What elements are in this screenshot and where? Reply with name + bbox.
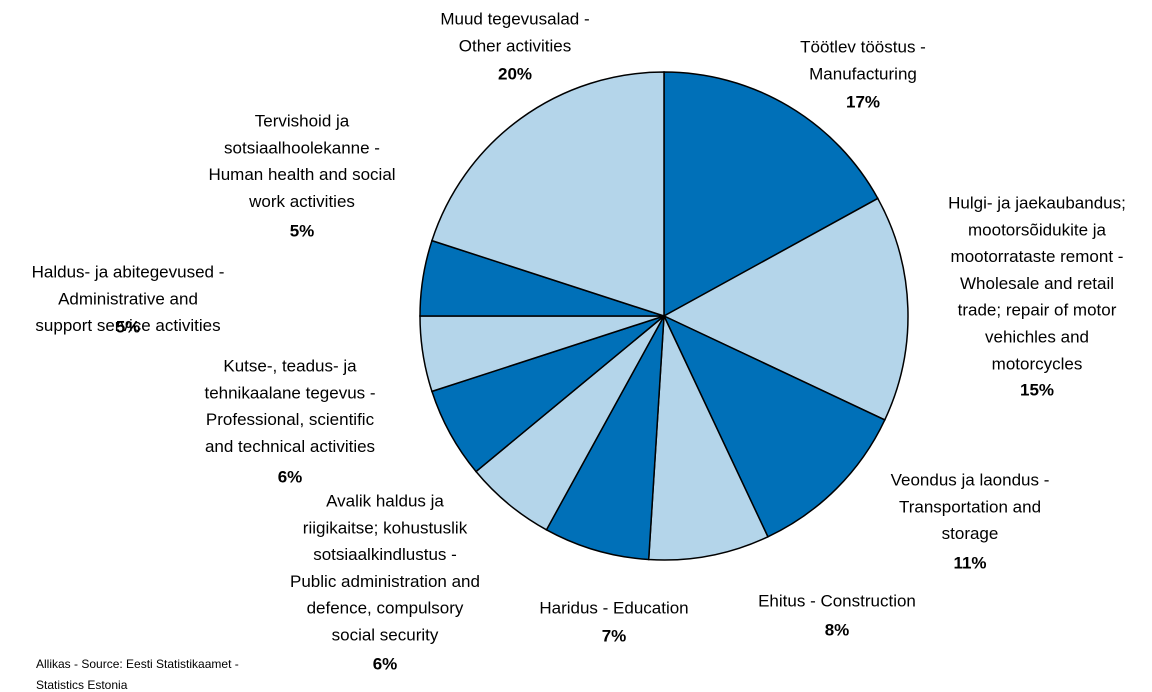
value-label: 6% xyxy=(278,467,303,486)
slice-label: defence, compulsory xyxy=(307,599,464,618)
slice-label: Haldus- ja abitegevused - xyxy=(32,262,225,281)
value-label: 17% xyxy=(846,92,880,111)
slice-label: tehnikaalane tegevus - xyxy=(204,383,375,402)
slice-label: Hulgi- ja jaekaubandus; xyxy=(948,193,1126,212)
pie-slice xyxy=(663,71,879,318)
pie-slice xyxy=(647,315,769,561)
slice-label: vehichles and xyxy=(985,327,1089,346)
slice-label: trade; repair of motor xyxy=(958,301,1117,320)
slice-label: Tervishoid ja xyxy=(255,111,350,130)
value-label: 5% xyxy=(290,221,315,240)
slice-label: work activities xyxy=(248,192,355,211)
slice-label: motorcycles xyxy=(992,354,1083,373)
pie-slice xyxy=(662,314,886,538)
slice-label: Professional, scientific xyxy=(206,410,375,429)
value-label: 8% xyxy=(825,620,850,639)
slice-label: support service activities xyxy=(35,316,220,335)
slice-label: social security xyxy=(332,625,439,644)
pie-slice xyxy=(545,315,665,561)
source-note: Statistics Estonia xyxy=(36,678,128,692)
value-label: 7% xyxy=(602,626,627,645)
slice-label: Ehitus - Construction xyxy=(758,591,916,610)
slice-label: Kutse-, teadus- ja xyxy=(223,356,357,375)
slice-label: Administrative and xyxy=(58,289,198,308)
slice-label: Public administration and xyxy=(290,572,480,591)
value-label: 6% xyxy=(373,654,398,673)
source-note: Allikas - Source: Eesti Statistikaamet - xyxy=(36,657,239,671)
slice-label: Haridus - Education xyxy=(539,598,688,617)
slice-label: Transportation and xyxy=(899,497,1041,516)
slice-label: storage xyxy=(942,524,999,543)
slice-label: sotsiaalhoolekanne - xyxy=(224,138,380,157)
slice-label: riigikaitse; kohustuslik xyxy=(303,518,468,537)
slice-label: Töötlev tööstus - xyxy=(800,37,926,56)
value-label: 11% xyxy=(953,553,986,572)
slice-label: Veondus ja laondus - xyxy=(891,470,1050,489)
value-label: 5% xyxy=(116,317,141,336)
slice-label: Wholesale and retail xyxy=(960,274,1114,293)
slice-label: mootorsõidukite ja xyxy=(968,220,1107,239)
pie-slice xyxy=(662,197,909,421)
slice-label: Other activities xyxy=(459,36,571,55)
value-label: 15% xyxy=(1020,380,1054,399)
pie-slice xyxy=(430,71,665,318)
slice-label: Muud tegevusalad - xyxy=(440,9,589,28)
value-label: 20% xyxy=(498,64,532,83)
slice-label: Human health and social xyxy=(208,165,395,184)
slice-label: and technical activities xyxy=(205,437,375,456)
slice-label: Manufacturing xyxy=(809,64,917,83)
slice-label: mootorrataste remont - xyxy=(951,247,1124,266)
slice-label: sotsiaalkindlustus - xyxy=(313,545,457,564)
slice-label: Avalik haldus ja xyxy=(326,491,444,510)
